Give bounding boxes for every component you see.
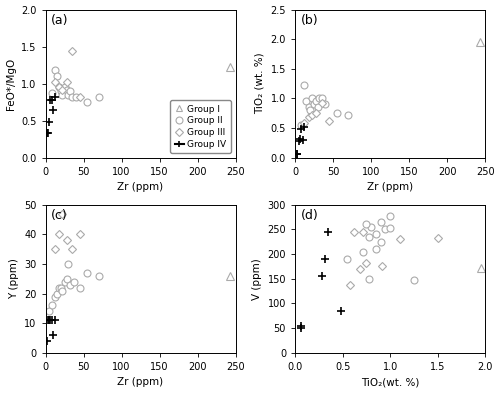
Text: (b): (b) xyxy=(301,14,318,27)
Y-axis label: FeO*/MgO: FeO*/MgO xyxy=(6,57,16,110)
X-axis label: Zr (ppm): Zr (ppm) xyxy=(118,377,164,387)
X-axis label: TiO₂(wt. %): TiO₂(wt. %) xyxy=(361,377,420,387)
Text: (a): (a) xyxy=(51,14,68,27)
Text: (d): (d) xyxy=(301,209,318,222)
Text: (c): (c) xyxy=(51,209,68,222)
Y-axis label: TiO₂ (wt. %): TiO₂ (wt. %) xyxy=(255,53,265,114)
X-axis label: Zr (ppm): Zr (ppm) xyxy=(367,182,413,192)
Y-axis label: V (ppm): V (ppm) xyxy=(252,258,262,299)
Legend: Group I, Group II, Group III, Group IV: Group I, Group II, Group III, Group IV xyxy=(170,100,231,153)
Y-axis label: Y (ppm): Y (ppm) xyxy=(8,258,18,299)
X-axis label: Zr (ppm): Zr (ppm) xyxy=(118,182,164,192)
